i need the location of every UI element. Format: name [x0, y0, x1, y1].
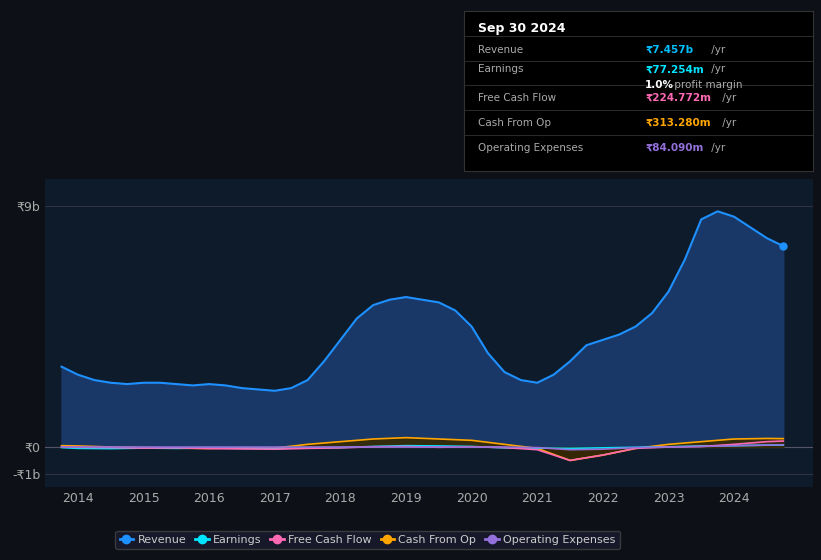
Text: /yr: /yr [718, 93, 736, 103]
Text: Cash From Op: Cash From Op [478, 118, 551, 128]
Text: ₹224.772m: ₹224.772m [645, 93, 711, 103]
Text: ₹313.280m: ₹313.280m [645, 118, 711, 128]
Text: Revenue: Revenue [478, 44, 523, 54]
Text: /yr: /yr [708, 143, 726, 153]
Text: ₹84.090m: ₹84.090m [645, 143, 704, 153]
Text: Free Cash Flow: Free Cash Flow [478, 93, 556, 103]
Text: 1.0%: 1.0% [645, 81, 674, 90]
Text: profit margin: profit margin [672, 81, 743, 90]
Text: Earnings: Earnings [478, 64, 523, 74]
Text: Operating Expenses: Operating Expenses [478, 143, 583, 153]
Text: /yr: /yr [718, 118, 736, 128]
Text: Sep 30 2024: Sep 30 2024 [478, 22, 566, 35]
Text: /yr: /yr [708, 64, 726, 74]
Text: /yr: /yr [708, 44, 726, 54]
Legend: Revenue, Earnings, Free Cash Flow, Cash From Op, Operating Expenses: Revenue, Earnings, Free Cash Flow, Cash … [115, 530, 620, 549]
Text: ₹77.254m: ₹77.254m [645, 64, 704, 74]
Text: ₹7.457b: ₹7.457b [645, 44, 694, 54]
